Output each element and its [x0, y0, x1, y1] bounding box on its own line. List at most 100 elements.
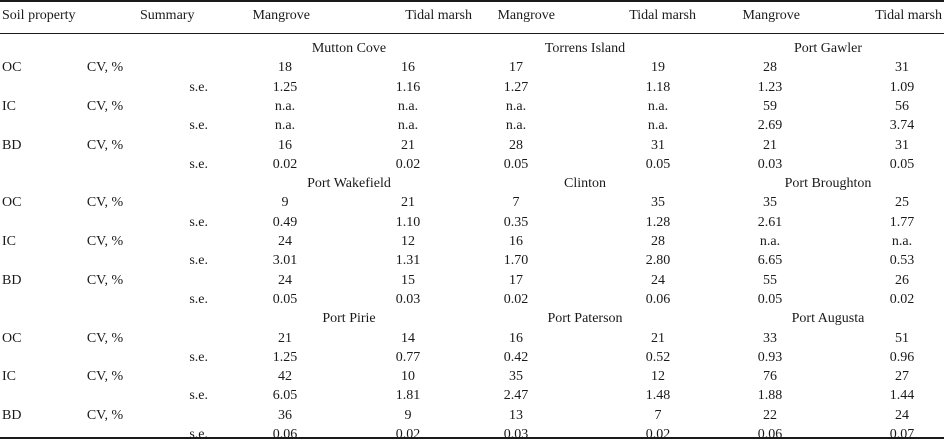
value-cell: 1.10	[395, 214, 421, 230]
value-cell: 35	[763, 195, 777, 211]
value-cell: 24	[651, 272, 665, 288]
value-cell: 1.23	[757, 79, 783, 95]
summary-label-cv: CV, %	[86, 330, 124, 346]
value-cell: 0.49	[272, 214, 298, 230]
value-cell: 7	[654, 407, 662, 423]
value-cell: 18	[278, 60, 292, 76]
summary-label-cv: CV, %	[86, 137, 124, 153]
value-cell: 6.05	[272, 388, 298, 404]
value-cell: 27	[895, 369, 909, 385]
value-cell: 1.70	[503, 253, 529, 269]
value-cell: 0.03	[395, 291, 421, 307]
summary-label-se: s.e.	[189, 79, 208, 95]
value-cell: 17	[509, 60, 523, 76]
value-cell: 42	[278, 369, 292, 385]
table-row: IC CV, % 42 10 35 12 76 27	[0, 367, 944, 387]
value-cell: 0.02	[272, 156, 298, 172]
header-divider-rule	[0, 33, 944, 34]
value-cell: n.a.	[647, 98, 669, 114]
value-cell: 1.48	[645, 388, 671, 404]
value-cell: 16	[401, 60, 415, 76]
table-row: IC CV, % 24 12 16 28 n.a. n.a.	[0, 232, 944, 252]
value-cell: 0.06	[757, 427, 783, 442]
summary-label-se: s.e.	[189, 427, 208, 442]
value-cell: 25	[895, 195, 909, 211]
value-cell: 24	[278, 234, 292, 249]
summary-label-se: s.e.	[189, 253, 208, 269]
value-cell: 0.06	[645, 291, 671, 307]
summary-label-cv: CV, %	[86, 407, 124, 423]
value-cell: 35	[509, 369, 523, 385]
site-name: Port Augusta	[791, 311, 865, 327]
value-cell: 15	[401, 272, 415, 288]
value-cell: n.a.	[505, 118, 527, 134]
site-header-row: Port Wakefield Clinton Port Broughton	[0, 174, 944, 194]
table-top-rule	[0, 0, 944, 2]
summary-label-se: s.e.	[189, 214, 208, 230]
header-tidal-marsh-1: Tidal marsh	[405, 8, 472, 23]
soil-property-label: BD	[2, 407, 22, 423]
value-cell: 0.02	[645, 427, 671, 442]
value-cell: 0.35	[503, 214, 529, 230]
header-mangrove-1: Mangrove	[252, 8, 310, 23]
table-row: IC CV, % n.a. n.a. n.a. n.a. 59 56	[0, 97, 944, 117]
value-cell: 14	[401, 330, 415, 346]
soil-property-label: IC	[2, 98, 16, 114]
header-soil-property: Soil property	[2, 8, 76, 23]
value-cell: 1.16	[395, 79, 421, 95]
value-cell: 0.05	[757, 291, 783, 307]
value-cell: 31	[651, 137, 665, 153]
table-header-row: Soil property Summary Mangrove Tidal mar…	[0, 6, 944, 26]
value-cell: 26	[895, 272, 909, 288]
value-cell: n.a.	[397, 118, 419, 134]
summary-label-cv: CV, %	[86, 369, 124, 385]
site-header-row: Mutton Cove Torrens Island Port Gawler	[0, 39, 944, 59]
value-cell: 0.05	[889, 156, 915, 172]
value-cell: 1.31	[395, 253, 421, 269]
soil-property-label: BD	[2, 272, 22, 288]
table-row: s.e. 0.02 0.02 0.05 0.05 0.03 0.05	[0, 155, 944, 175]
summary-label-se: s.e.	[189, 349, 208, 365]
site-name: Torrens Island	[544, 41, 626, 56]
summary-label-se: s.e.	[189, 118, 208, 134]
soil-property-label: OC	[2, 60, 22, 76]
value-cell: 9	[404, 407, 412, 423]
summary-label-se: s.e.	[189, 156, 208, 172]
value-cell: 28	[509, 137, 523, 153]
value-cell: 3.74	[889, 118, 915, 134]
value-cell: 1.09	[889, 79, 915, 95]
value-cell: 0.02	[395, 156, 421, 172]
site-header-row: Port Pirie Port Paterson Port Augusta	[0, 309, 944, 329]
value-cell: 56	[895, 98, 909, 114]
value-cell: n.a.	[397, 98, 419, 114]
value-cell: 1.81	[395, 388, 421, 404]
value-cell: 24	[278, 272, 292, 288]
soil-property-label: IC	[2, 369, 16, 385]
summary-label-cv: CV, %	[86, 60, 124, 76]
table-row: BD CV, % 36 9 13 7 22 24	[0, 406, 944, 426]
site-name: Mutton Cove	[311, 41, 387, 56]
summary-label-cv: CV, %	[86, 234, 124, 249]
summary-label-cv: CV, %	[86, 272, 124, 288]
table-row: OC CV, % 21 14 16 21 33 51	[0, 329, 944, 349]
value-cell: n.a.	[274, 118, 296, 134]
value-cell: 28	[651, 234, 665, 249]
value-cell: 24	[895, 407, 909, 423]
soil-property-label: OC	[2, 330, 22, 346]
table-row: s.e. 6.05 1.81 2.47 1.48 1.88 1.44	[0, 386, 944, 406]
header-mangrove-3: Mangrove	[742, 8, 800, 23]
value-cell: 16	[509, 330, 523, 346]
value-cell: 0.05	[272, 291, 298, 307]
value-cell: 2.69	[757, 118, 783, 134]
value-cell: 12	[651, 369, 665, 385]
site-name: Port Pirie	[322, 311, 376, 327]
table-row: s.e. 1.25 1.16 1.27 1.18 1.23 1.09	[0, 78, 944, 98]
value-cell: 76	[763, 369, 777, 385]
value-cell: 16	[278, 137, 292, 153]
value-cell: 1.25	[272, 79, 298, 95]
value-cell: 1.88	[757, 388, 783, 404]
value-cell: 13	[509, 407, 523, 423]
header-tidal-marsh-3: Tidal marsh	[875, 8, 942, 23]
value-cell: 51	[895, 330, 909, 346]
